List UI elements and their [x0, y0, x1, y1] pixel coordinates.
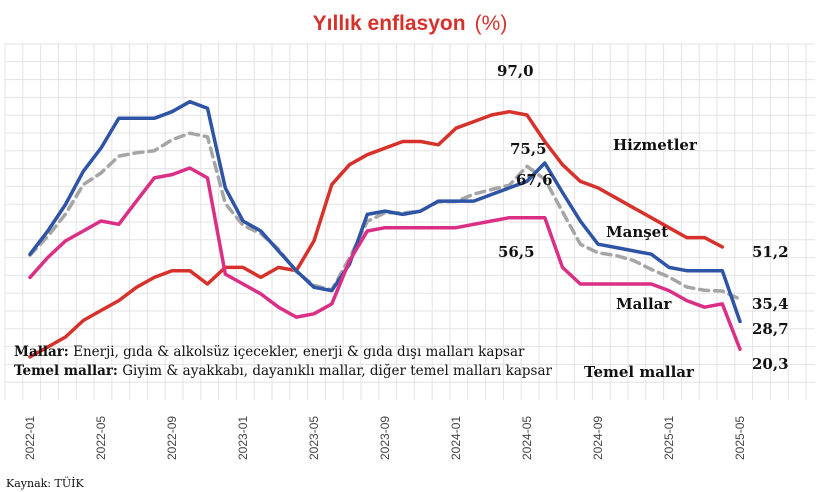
x-tick-label: 2024-05 [520, 416, 534, 460]
x-axis-ticks: 2022-01 2022-05 2022-09 2023-01 2023-05 2023-… [23, 416, 747, 460]
value-label-temel-peak: 56,5 [498, 243, 535, 261]
note-temel-text: Giyim & ayakkabı, dayanıklı mallar, diğe… [118, 363, 553, 379]
note-mallar-text: Enerji, gıda & alkolsüz içecekler, enerj… [69, 344, 525, 360]
value-label-manset-last: 35,4 [752, 295, 789, 313]
value-label-mallar-peak: 67,6 [516, 171, 553, 189]
grid [4, 43, 815, 400]
series-label-hizmetler: Hizmetler [613, 136, 698, 154]
value-label-mallar-last: 28,7 [752, 320, 789, 338]
note-mallar: Mallar: Enerji, gıda & alkolsüz içecekle… [14, 344, 525, 360]
chart-title-unit: (%) [475, 12, 508, 35]
x-tick-label: 2023-01 [236, 416, 250, 460]
series-label-mallar: Mallar [616, 295, 672, 313]
chart-title-main: Yıllık enflasyon [313, 12, 466, 35]
x-tick-label: 2023-09 [378, 416, 392, 460]
x-tick-label: 2022-09 [165, 416, 179, 460]
x-tick-label: 2025-05 [733, 416, 747, 460]
value-label-temel-last: 20,3 [752, 355, 789, 373]
x-tick-label: 2025-01 [662, 416, 676, 460]
value-label-manset-peak: 75,5 [510, 140, 547, 158]
note-temel-mallar: Temel mallar: Giyim & ayakkabı, dayanıkl… [14, 363, 552, 379]
series-line-temel [28, 166, 742, 352]
series-label-temel-mallar: Temel mallar [584, 363, 695, 381]
chart-title: Yıllık enflasyon (%) [313, 12, 508, 35]
series-label-manset: Manşet [606, 223, 668, 241]
x-tick-label: 2024-01 [449, 416, 463, 460]
series-line-hizmetler [28, 109, 725, 359]
x-tick-label: 2022-01 [23, 416, 37, 460]
value-label-hizmetler-last: 51,2 [752, 243, 789, 261]
x-tick-label: 2024-09 [591, 416, 605, 460]
series-line-mallar [28, 99, 742, 324]
source-note: Kaynak: TÜİK [6, 476, 84, 490]
series-line-manset [28, 131, 742, 301]
series-lines [28, 99, 742, 359]
x-tick-label: 2022-05 [94, 416, 108, 460]
x-tick-label: 2023-05 [307, 416, 321, 460]
value-label-hizmetler-peak: 97,0 [497, 62, 534, 80]
note-mallar-label: Mallar: [14, 344, 69, 360]
note-temel-label: Temel mallar: [14, 363, 118, 379]
